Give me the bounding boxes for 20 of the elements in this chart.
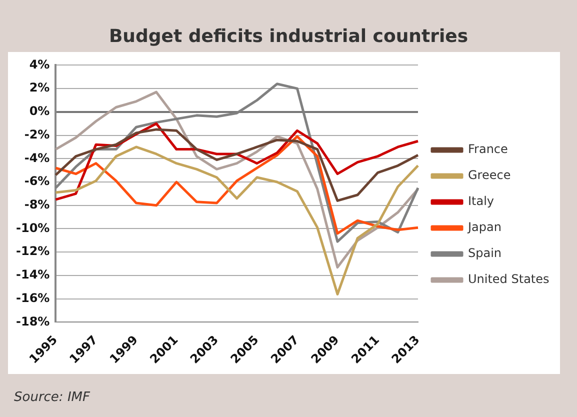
y-tick-label: -10%	[16, 220, 50, 235]
y-tick-label: -14%	[16, 268, 50, 282]
y-tick-label: -6%	[24, 174, 50, 188]
legend-label: United States	[468, 272, 550, 286]
y-tick-label: -18%	[16, 314, 50, 328]
y-tick-label: -8%	[24, 198, 50, 212]
chart-title: Budget deficits industrial countries	[108, 26, 470, 47]
legend-label: Japan	[467, 220, 502, 234]
y-tick-label: 4%	[29, 57, 50, 72]
source-note: Source: IMF	[14, 390, 90, 405]
y-tick-label: 0%	[29, 104, 50, 118]
y-tick-label: 2%	[29, 80, 50, 95]
y-tick-label: -2%	[24, 127, 50, 142]
legend-label: Italy	[468, 194, 494, 208]
legend-label: France	[468, 142, 508, 156]
legend-label: Spain	[468, 246, 502, 260]
y-tick-label: -12%	[16, 244, 50, 258]
legend-label: Greece	[468, 168, 511, 182]
y-tick-label: -4%	[24, 150, 50, 165]
y-tick-label: -16%	[16, 290, 50, 305]
